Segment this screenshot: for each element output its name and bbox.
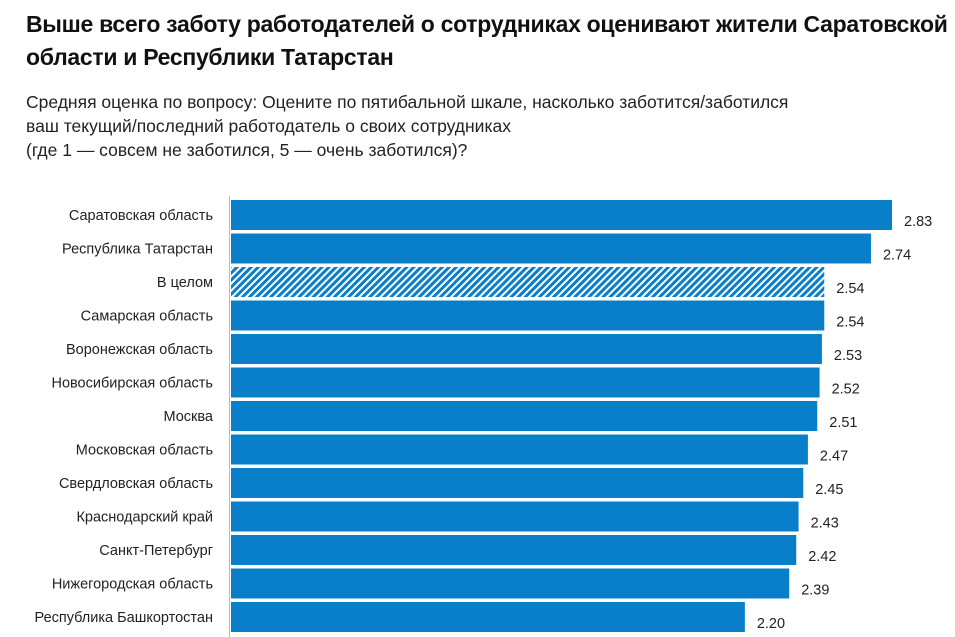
value-label: 2.42 [808, 549, 836, 565]
bar [231, 267, 825, 297]
bar [231, 434, 808, 465]
value-label: 2.20 [757, 616, 785, 632]
value-label: 2.45 [815, 482, 843, 498]
category-label: Москва [163, 409, 213, 425]
bar [231, 535, 797, 565]
chart-title: Выше всего заботу работодателей о сотруд… [26, 11, 948, 70]
value-label: 2.51 [829, 415, 857, 431]
bar [231, 334, 822, 364]
subtitle-line: (где 1 — совсем не заботился, 5 — очень … [26, 140, 468, 160]
category-label: Саратовская область [69, 208, 213, 224]
bar [231, 367, 820, 398]
value-label: 2.47 [820, 449, 848, 465]
value-label: 2.43 [811, 516, 839, 532]
chart-subtitle: Средняя оценка по вопросу: Оцените по пя… [26, 90, 788, 162]
category-label: Республика Башкортостан [35, 610, 213, 626]
value-label: 2.74 [883, 248, 911, 264]
category-label: Воронежская область [66, 342, 213, 358]
category-label: Самарская область [81, 309, 213, 325]
value-label: 2.52 [832, 382, 860, 398]
bar [231, 501, 799, 532]
category-label: Республика Татарстан [62, 242, 213, 258]
value-label: 2.39 [801, 583, 829, 599]
value-label: 2.53 [834, 348, 862, 364]
bar [231, 200, 892, 230]
bar [231, 233, 871, 264]
category-label: Санкт-Петербург [99, 543, 213, 559]
category-label: Краснодарский край [76, 510, 213, 526]
subtitle-line: Средняя оценка по вопросу: Оцените по пя… [26, 92, 789, 112]
category-label: Нижегородская область [52, 577, 213, 593]
bar [231, 468, 804, 498]
category-label: Новосибирская область [51, 376, 213, 392]
bar [231, 602, 745, 632]
bar [231, 401, 818, 431]
value-label: 2.83 [904, 214, 932, 230]
category-label: Московская область [76, 443, 213, 459]
bar [231, 568, 790, 599]
category-label: Свердловская область [59, 476, 213, 492]
subtitle-line: ваш текущий/последний работодатель о сво… [26, 116, 511, 136]
category-label: В целом [157, 275, 213, 291]
value-label: 2.54 [836, 281, 864, 297]
bar [231, 300, 825, 331]
value-label: 2.54 [836, 315, 864, 331]
